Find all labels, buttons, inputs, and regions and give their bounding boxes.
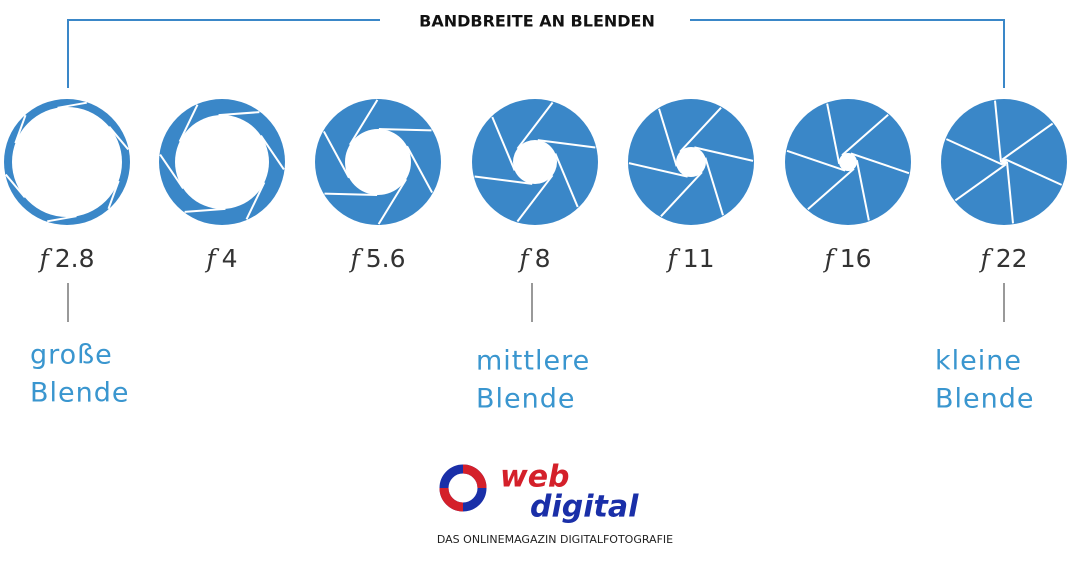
f-symbol: f bbox=[822, 244, 837, 273]
blade-edge bbox=[377, 178, 407, 225]
blade-edge bbox=[554, 153, 579, 208]
annotation: Blende bbox=[30, 378, 130, 409]
blade-edge bbox=[841, 113, 889, 156]
blade-edge bbox=[349, 99, 379, 146]
blade-edge bbox=[660, 171, 703, 217]
annotation: Blende bbox=[935, 384, 1035, 415]
annotation: kleine bbox=[935, 346, 1022, 377]
aperture bbox=[159, 99, 285, 225]
aperture bbox=[4, 99, 130, 225]
logo-word: digital bbox=[530, 490, 639, 525]
aperture-label: f 11 bbox=[665, 244, 714, 274]
blade-edge bbox=[491, 116, 516, 171]
aperture-opening bbox=[513, 140, 557, 184]
f-number: 5.6 bbox=[366, 244, 406, 273]
logo-ring-red bbox=[439, 487, 464, 512]
blade-edge bbox=[260, 135, 285, 170]
f-number: 11 bbox=[683, 244, 715, 273]
f-symbol: f bbox=[517, 244, 532, 273]
f-symbol: f bbox=[665, 244, 680, 273]
blade-edge bbox=[378, 128, 432, 132]
blade-edge bbox=[1004, 158, 1063, 186]
f-symbol: f bbox=[348, 244, 363, 273]
blade-edge bbox=[324, 192, 378, 196]
blade-edge bbox=[516, 174, 554, 223]
f-number: 4 bbox=[222, 244, 238, 273]
blade-edge bbox=[159, 154, 184, 189]
aperture bbox=[785, 99, 911, 225]
blade-edge bbox=[218, 111, 260, 117]
title: BANDBREITE AN BLENDEN bbox=[419, 12, 655, 31]
f-number: 16 bbox=[840, 244, 872, 273]
blade-edge bbox=[108, 126, 130, 151]
aperture-opening bbox=[839, 153, 857, 171]
logo-word: web bbox=[500, 460, 570, 495]
blade-edge bbox=[658, 108, 678, 167]
aperture-opening bbox=[676, 147, 706, 177]
f-number: 22 bbox=[996, 244, 1028, 273]
blade-edge bbox=[1001, 122, 1054, 161]
blade-edge bbox=[245, 182, 266, 220]
aperture-label: f 22 bbox=[978, 244, 1027, 274]
aperture bbox=[472, 99, 598, 225]
blade-edge bbox=[537, 139, 596, 149]
blade-edge bbox=[954, 163, 1007, 202]
logo-ring-red bbox=[462, 464, 487, 489]
blade-edge bbox=[47, 215, 77, 223]
blade-edge bbox=[474, 175, 533, 185]
blade-edge bbox=[178, 104, 199, 142]
blade-edge bbox=[14, 114, 27, 144]
blade-edge bbox=[406, 145, 434, 194]
blade-edge bbox=[694, 146, 754, 162]
blade-edge bbox=[57, 101, 87, 109]
f-number: 8 bbox=[535, 244, 551, 273]
blade-edge bbox=[786, 149, 846, 172]
bracket bbox=[67, 19, 1005, 88]
aperture-opening bbox=[175, 115, 269, 209]
annotation: mittlere bbox=[476, 346, 590, 377]
blade-edge bbox=[704, 157, 724, 216]
blade-edge bbox=[807, 168, 855, 211]
logo: web digital DAS ONLINEMAGAZIN DIGITALFOT… bbox=[437, 460, 673, 547]
aperture-label: f 16 bbox=[822, 244, 871, 274]
blade-edge bbox=[826, 103, 841, 164]
f-symbol: f bbox=[37, 244, 52, 273]
blade-edge bbox=[184, 207, 226, 213]
aperture bbox=[628, 99, 754, 225]
blade-edge bbox=[850, 152, 910, 175]
f-symbol: f bbox=[204, 244, 219, 273]
aperture-label: f 5.6 bbox=[348, 244, 405, 274]
aperture-opening bbox=[1001, 159, 1007, 165]
f-symbol: f bbox=[978, 244, 993, 273]
aperture bbox=[315, 99, 441, 225]
aperture-opening bbox=[12, 107, 122, 217]
blade-edge bbox=[628, 162, 688, 178]
blade-edge bbox=[1005, 161, 1014, 224]
aperture-label: f 2.8 bbox=[37, 244, 94, 274]
blade-edge bbox=[855, 160, 870, 221]
annotation: Blende bbox=[476, 384, 576, 415]
blade-edge bbox=[679, 107, 722, 153]
blade-edge bbox=[945, 138, 1004, 166]
blade-edge bbox=[516, 101, 554, 150]
aperture-opening bbox=[345, 129, 411, 195]
blade-edge bbox=[994, 100, 1003, 163]
logo-tagline: DAS ONLINEMAGAZIN DIGITALFOTOGRAFIE bbox=[437, 533, 673, 546]
aperture bbox=[941, 99, 1067, 225]
blade-edge bbox=[107, 180, 120, 210]
blade-edge bbox=[322, 130, 350, 179]
blade-edge bbox=[4, 173, 26, 198]
annotation: große bbox=[30, 340, 113, 371]
f-number: 2.8 bbox=[55, 244, 95, 273]
